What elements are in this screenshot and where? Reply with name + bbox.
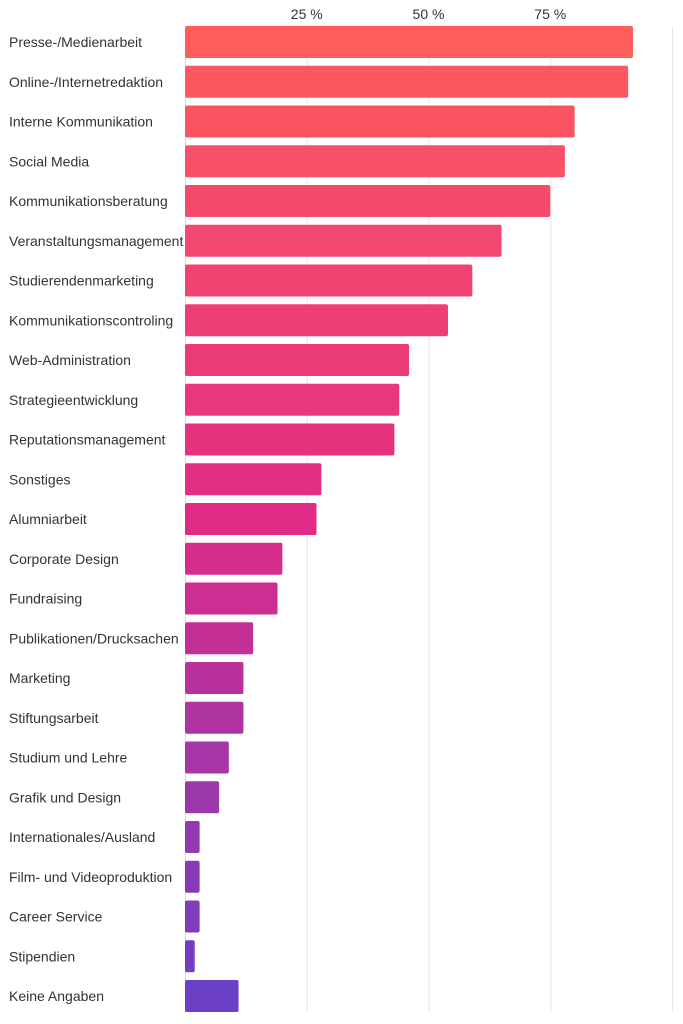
category-label: Reputationsmanagement [9, 432, 166, 448]
category-label: Internationales/Ausland [9, 829, 155, 845]
bar [185, 264, 473, 297]
bar [185, 900, 200, 933]
bar [185, 224, 502, 257]
category-label: Publikationen/Drucksachen [9, 630, 179, 646]
bar [185, 185, 551, 217]
bar [185, 503, 317, 535]
category-labels: Presse-/Medienarbeit Online-/Internetreda… [9, 34, 183, 1004]
category-label: Interne Kommunikation [9, 114, 153, 130]
category-label: Web-Administration [9, 352, 131, 368]
category-label: Marketing [9, 670, 70, 686]
category-label: Presse-/Medienarbeit [9, 34, 142, 50]
category-label: Stiftungsarbeit [9, 710, 99, 726]
bar [185, 622, 254, 655]
x-tick-label: 75 % [534, 6, 566, 22]
bar [185, 383, 400, 416]
bar [185, 940, 195, 973]
x-tick-label: 50 % [413, 6, 445, 22]
bar [185, 701, 244, 734]
category-label: Keine Angaben [9, 988, 104, 1004]
category-label: Sonstiges [9, 471, 70, 487]
bar [185, 145, 565, 178]
category-label: Grafik und Design [9, 789, 121, 805]
category-label: Veranstaltungsmanagement [9, 233, 183, 249]
bar [185, 741, 229, 774]
bar [185, 65, 629, 98]
category-label: Kommunikationscontroling [9, 312, 173, 328]
bar [185, 662, 244, 694]
bar [185, 860, 200, 893]
category-label: Stipendien [9, 948, 75, 964]
bar [185, 423, 395, 456]
category-label: Online-/Internetredaktion [9, 74, 163, 90]
bar [185, 26, 634, 58]
category-label: Fundraising [9, 591, 82, 607]
bar [185, 105, 575, 138]
bar [185, 344, 410, 376]
category-label: Alumniarbeit [9, 511, 87, 527]
bar [185, 781, 220, 814]
bar [185, 304, 448, 337]
category-label: Social Media [9, 153, 89, 169]
x-axis-ticks: 25 % 50 % 75 % [291, 6, 566, 22]
bar [185, 582, 278, 615]
bars [185, 26, 634, 1012]
category-label: Film- und Videoproduktion [9, 869, 172, 885]
bar [185, 542, 283, 575]
bar [185, 463, 322, 496]
bar [185, 821, 200, 853]
category-label: Strategieentwicklung [9, 392, 138, 408]
x-tick-label: 25 % [291, 6, 323, 22]
category-label: Studierendenmarketing [9, 273, 154, 289]
category-label: Kommunikationsberatung [9, 193, 168, 209]
category-label: Corporate Design [9, 551, 119, 567]
category-label: Career Service [9, 909, 103, 925]
category-label: Studium und Lehre [9, 750, 128, 766]
bar [185, 980, 239, 1012]
